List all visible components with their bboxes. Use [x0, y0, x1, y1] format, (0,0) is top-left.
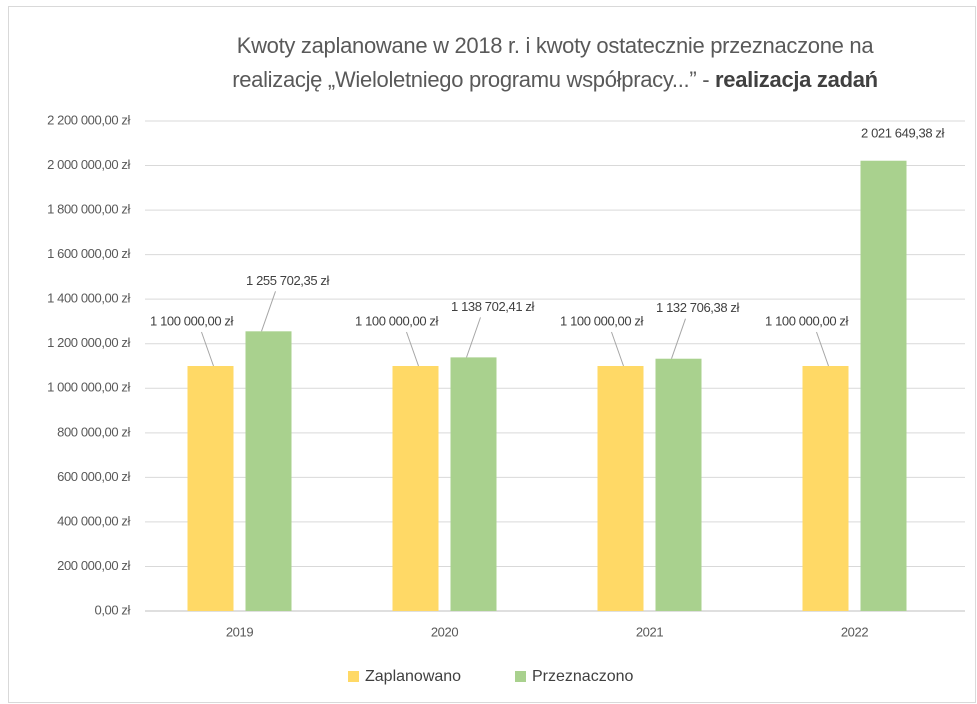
y-tick-label: 200 000,00 zł	[57, 558, 130, 573]
bar	[392, 366, 439, 611]
bar	[802, 366, 849, 611]
legend-swatch	[348, 671, 359, 682]
data-label: 1 100 000,00 zł	[150, 313, 233, 328]
bar	[450, 357, 497, 611]
bar	[245, 331, 292, 611]
bar	[860, 160, 907, 611]
legend-label: Zaplanowano	[365, 668, 461, 685]
y-tick-label: 2 000 000,00 zł	[47, 157, 130, 172]
y-tick-label: 600 000,00 zł	[57, 469, 130, 484]
chart-title-line: realizację „Wieloletniego programu współ…	[232, 67, 878, 92]
x-tick-label: 2021	[636, 624, 663, 639]
data-label: 2 021 649,38 zł	[861, 125, 944, 140]
data-label: 1 100 000,00 zł	[355, 313, 438, 328]
chart-title-part: realizację „Wieloletniego programu współ…	[232, 67, 715, 92]
y-tick-label: 400 000,00 zł	[57, 513, 130, 528]
data-label: 1 100 000,00 zł	[560, 313, 643, 328]
y-tick-label: 1 200 000,00 zł	[47, 335, 130, 350]
chart-title-bold: realizacja zadań	[715, 67, 878, 92]
bar	[655, 358, 702, 611]
leader-line	[201, 331, 214, 367]
y-tick-label: 1 000 000,00 zł	[47, 380, 130, 395]
y-tick-label: 1 800 000,00 zł	[47, 202, 130, 217]
x-tick-label: 2022	[841, 624, 868, 639]
leader-line	[816, 331, 829, 367]
y-tick-label: 2 200 000,00 zł	[47, 112, 130, 127]
leader-line	[406, 331, 419, 367]
data-label: 1 138 702,41 zł	[451, 299, 534, 314]
leader-line	[466, 317, 481, 358]
y-tick-label: 1 400 000,00 zł	[47, 291, 130, 306]
y-tick-label: 800 000,00 zł	[57, 424, 130, 439]
legend-swatch	[515, 671, 526, 682]
leader-line	[671, 318, 686, 359]
x-tick-label: 2019	[226, 624, 253, 639]
bar	[597, 366, 644, 611]
chart-title-line: Kwoty zaplanowane w 2018 r. i kwoty osta…	[237, 33, 875, 58]
leader-line	[261, 291, 276, 332]
x-tick-label: 2020	[431, 624, 458, 639]
bar	[187, 366, 234, 611]
y-tick-label: 1 600 000,00 zł	[47, 246, 130, 261]
data-label: 1 132 706,38 zł	[656, 300, 739, 315]
data-label: 1 100 000,00 zł	[765, 313, 848, 328]
leader-line	[611, 331, 624, 367]
legend-label: Przeznaczono	[532, 668, 633, 685]
y-tick-label: 0,00 zł	[94, 602, 130, 617]
data-label: 1 255 702,35 zł	[246, 273, 329, 288]
